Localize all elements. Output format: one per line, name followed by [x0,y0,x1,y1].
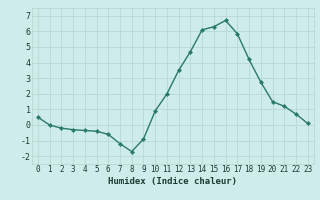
X-axis label: Humidex (Indice chaleur): Humidex (Indice chaleur) [108,177,237,186]
